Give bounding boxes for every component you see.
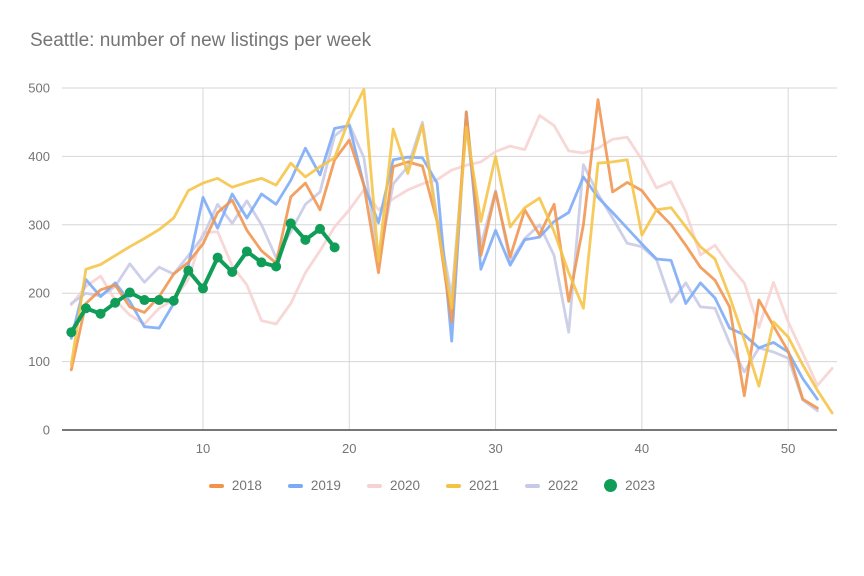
x-tick-label: 50 bbox=[781, 441, 795, 456]
data-point-2023[interactable] bbox=[212, 252, 223, 263]
x-tick-label: 30 bbox=[488, 441, 502, 456]
data-point-2023[interactable] bbox=[241, 246, 252, 257]
legend-swatch-2021 bbox=[446, 483, 461, 488]
legend-item-2022: 2022 bbox=[525, 479, 578, 493]
data-point-2023[interactable] bbox=[139, 295, 150, 306]
legend-label-2018: 2018 bbox=[231, 478, 262, 493]
data-point-2023[interactable] bbox=[329, 242, 340, 253]
chart-title: Seattle: number of new listings per week bbox=[30, 30, 372, 51]
y-tick-label: 100 bbox=[28, 354, 50, 369]
y-tick-label: 400 bbox=[28, 149, 50, 164]
legend-label-2021: 2021 bbox=[469, 478, 500, 493]
data-point-2023[interactable] bbox=[256, 257, 267, 268]
data-point-2023[interactable] bbox=[154, 295, 165, 306]
legend-item-2023: 2023 bbox=[604, 479, 655, 493]
y-tick-label: 500 bbox=[28, 81, 50, 96]
data-point-2023[interactable] bbox=[197, 283, 208, 294]
legend-label-2023: 2023 bbox=[625, 478, 656, 493]
data-point-2023[interactable] bbox=[271, 261, 282, 272]
legend-label-2022: 2022 bbox=[548, 478, 579, 493]
legend-item-2020: 2020 bbox=[366, 478, 420, 493]
legend-label-2020: 2020 bbox=[389, 478, 420, 493]
data-point-2023[interactable] bbox=[315, 223, 326, 234]
legend-item-2021: 2021 bbox=[446, 479, 499, 493]
legend-swatch-2023 bbox=[604, 479, 618, 493]
data-point-2023[interactable] bbox=[300, 234, 311, 245]
data-point-2023[interactable] bbox=[124, 287, 135, 298]
legend-swatch-2018 bbox=[208, 483, 224, 488]
legend: 2018 2019 2020 2021 2022 2023 bbox=[0, 479, 864, 493]
x-tick-label: 10 bbox=[196, 441, 210, 456]
series-line-2021[interactable] bbox=[69, 88, 834, 415]
data-point-2023[interactable] bbox=[227, 266, 238, 277]
series-line-2019[interactable] bbox=[69, 110, 819, 401]
legend-swatch-2020 bbox=[366, 483, 382, 488]
legend-label-2019: 2019 bbox=[310, 478, 341, 493]
legend-swatch-2019 bbox=[287, 483, 303, 488]
data-point-2023[interactable] bbox=[66, 327, 77, 338]
data-point-2023[interactable] bbox=[110, 297, 121, 308]
data-point-2023[interactable] bbox=[183, 265, 194, 276]
x-tick-label: 40 bbox=[635, 441, 649, 456]
y-tick-label: 0 bbox=[43, 423, 50, 438]
y-tick-label: 300 bbox=[28, 217, 50, 232]
x-tick-label: 20 bbox=[342, 441, 356, 456]
legend-item-2019: 2019 bbox=[287, 478, 341, 493]
data-point-2023[interactable] bbox=[80, 303, 91, 314]
data-point-2023[interactable] bbox=[168, 295, 179, 306]
data-point-2023[interactable] bbox=[285, 218, 296, 229]
legend-swatch-2022 bbox=[525, 483, 541, 488]
legend-item-2018: 2018 bbox=[208, 478, 262, 493]
y-tick-label: 200 bbox=[28, 286, 50, 301]
data-point-2023[interactable] bbox=[95, 308, 106, 319]
